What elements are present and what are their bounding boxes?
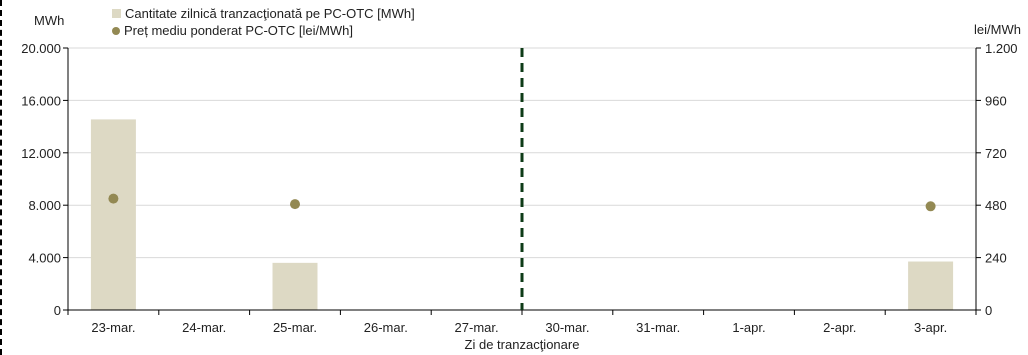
- legend-dot-swatch: [112, 26, 120, 35]
- left-tick-label: 0: [54, 303, 61, 318]
- x-axis-title: Zi de tranzacţionare: [465, 337, 580, 352]
- left-tick-label: 20.000: [21, 41, 61, 56]
- legend-label-quantity: Cantitate zilnică tranzacţionată pe PC-O…: [125, 6, 415, 21]
- price-point: [108, 193, 119, 204]
- legend-item-quantity: Cantitate zilnică tranzacţionată pe PC-O…: [112, 5, 415, 22]
- x-tick-label: 27-mar.: [455, 320, 499, 335]
- x-tick-label: 2-apr.: [823, 320, 856, 335]
- bar: [90, 119, 136, 311]
- x-tick-label: 25-mar.: [273, 320, 317, 335]
- right-tick-label: 960: [985, 93, 1007, 108]
- x-tick-label: 31-mar.: [636, 320, 680, 335]
- price-point: [925, 201, 936, 212]
- right-tick-label: 0: [985, 303, 992, 318]
- left-axis-unit: MWh: [34, 13, 65, 28]
- left-tick-label: 4.000: [28, 251, 61, 266]
- right-tick-label: 720: [985, 146, 1007, 161]
- price-point: [290, 199, 300, 210]
- x-tick-label: 30-mar.: [545, 320, 589, 335]
- legend-label-price: Preț mediu ponderat PC-OTC [lei/MWh]: [124, 23, 354, 38]
- left-tick-label: 12.000: [21, 146, 61, 161]
- bar: [908, 261, 954, 310]
- x-tick-label: 23-mar.: [91, 320, 135, 335]
- right-axis-unit: lei/MWh: [974, 22, 1021, 37]
- bar: [272, 262, 318, 310]
- right-tick-label: 480: [985, 198, 1007, 213]
- left-tick-label: 16.000: [21, 93, 61, 108]
- x-tick-label: 24-mar.: [182, 320, 226, 335]
- x-tick-label: 1-apr.: [732, 320, 765, 335]
- legend: Cantitate zilnică tranzacţionată pe PC-O…: [112, 5, 415, 39]
- left-dashed-border: [0, 0, 3, 355]
- left-tick-label: 8.000: [28, 198, 61, 213]
- x-tick-label: 26-mar.: [364, 320, 408, 335]
- right-tick-label: 1.200: [985, 41, 1018, 56]
- right-tick-label: 240: [985, 251, 1007, 266]
- legend-item-price: Preț mediu ponderat PC-OTC [lei/MWh]: [112, 22, 415, 39]
- x-tick-label: 3-apr.: [914, 320, 947, 335]
- legend-bar-swatch: [112, 9, 121, 18]
